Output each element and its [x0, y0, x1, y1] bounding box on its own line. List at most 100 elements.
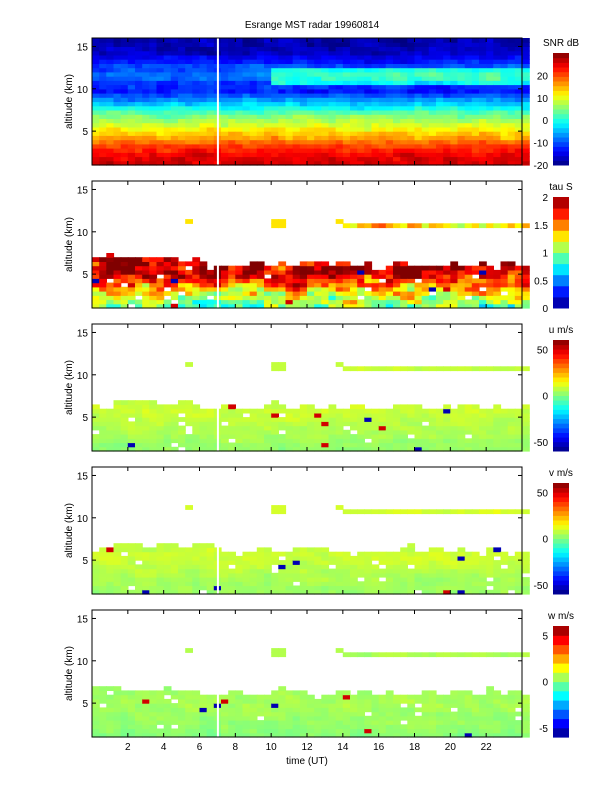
heatmap-cell: [393, 585, 401, 591]
colorbar-tick-label: -10: [534, 139, 549, 150]
heatmap-cell: [493, 148, 502, 153]
heatmap-cell: [256, 71, 265, 77]
heatmap-cell: [443, 728, 451, 734]
heatmap-cell: [400, 118, 408, 124]
heatmap-cell: [321, 572, 330, 578]
colorbar-segment: [553, 241, 569, 253]
heatmap-cell: [228, 152, 236, 158]
heatmap-cell: [507, 139, 516, 145]
heatmap-cell: [342, 71, 351, 77]
heatmap-cell: [142, 446, 150, 452]
heatmap-cell: [500, 59, 509, 64]
heatmap-cell: [500, 577, 509, 582]
heatmap-cell: [199, 42, 208, 47]
heatmap-cell: [142, 417, 150, 422]
heatmap-cell: [221, 105, 229, 111]
heatmap-cell: [299, 295, 308, 301]
colorbar-segment: [553, 358, 569, 364]
heatmap-cell: [414, 160, 423, 166]
heatmap-cell: [199, 131, 208, 136]
heatmap-cell: [421, 295, 430, 301]
heatmap-cell: [228, 46, 236, 52]
heatmap-cell: [149, 303, 158, 309]
heatmap-cell: [314, 269, 322, 275]
heatmap-cell: [142, 581, 150, 587]
heatmap-cell: [221, 274, 229, 279]
heatmap-cell: [178, 703, 186, 708]
heatmap-cell: [135, 59, 143, 64]
heatmap-cell: [135, 122, 143, 128]
heatmap-cell: [500, 110, 509, 115]
heatmap-cell: [120, 261, 129, 267]
heatmap-cell: [142, 429, 150, 435]
heatmap-cell: [493, 564, 502, 570]
heatmap-cell: [170, 589, 179, 595]
heatmap-cell: [407, 417, 416, 422]
heatmap-cell: [493, 560, 502, 565]
heatmap-cell: [278, 101, 287, 107]
heatmap-cell: [385, 139, 394, 145]
heatmap-cell: [264, 63, 272, 69]
heatmap-cell: [256, 135, 265, 141]
heatmap-cell: [113, 160, 122, 166]
heatmap-cell: [278, 728, 287, 734]
heatmap-cell: [149, 71, 158, 77]
heatmap-cell: [142, 80, 150, 86]
heatmap-cell: [378, 38, 387, 43]
heatmap-cell: [407, 84, 416, 90]
heatmap-cell: [457, 509, 466, 515]
heatmap-cell: [335, 97, 344, 103]
colorbar-tick-label: -20: [534, 161, 549, 172]
heatmap-cell: [242, 118, 251, 124]
heatmap-cell: [450, 63, 459, 69]
heatmap-cell: [450, 698, 459, 704]
heatmap-cell: [170, 572, 179, 578]
heatmap-cell: [400, 50, 408, 56]
heatmap-cell: [307, 698, 315, 704]
heatmap-cell: [256, 63, 265, 69]
heatmap-cell: [221, 156, 229, 162]
heatmap-cell: [500, 223, 509, 229]
heatmap-cell: [92, 135, 100, 141]
heatmap-cell: [142, 707, 150, 713]
heatmap-cell: [99, 50, 107, 56]
heatmap-cell: [264, 54, 272, 60]
heatmap-cell: [178, 568, 186, 574]
heatmap-cell: [522, 703, 530, 708]
heatmap-cell: [522, 442, 530, 448]
heatmap-cell: [457, 711, 466, 717]
heatmap-cell: [170, 63, 179, 69]
heatmap-cell: [199, 711, 208, 717]
heatmap-cell: [92, 707, 100, 713]
heatmap-cell: [106, 160, 115, 166]
heatmap-cell: [514, 412, 523, 418]
y-tick-label: 10: [77, 85, 89, 96]
heatmap-cell: [371, 156, 380, 162]
heatmap-cell: [192, 38, 201, 43]
heatmap-cell: [149, 295, 158, 301]
heatmap-cell: [178, 67, 186, 73]
heatmap-cell: [364, 703, 373, 708]
colorbar-segment: [553, 367, 569, 373]
heatmap-cell: [436, 265, 444, 271]
heatmap-cell: [428, 118, 437, 124]
heatmap-cell: [221, 711, 229, 717]
heatmap-cell: [149, 80, 158, 86]
heatmap-cell: [135, 139, 143, 145]
heatmap-cell: [385, 694, 394, 700]
heatmap-cell: [271, 38, 279, 43]
heatmap-cell: [457, 551, 466, 557]
heatmap-cell: [364, 581, 373, 587]
heatmap-cell: [335, 282, 344, 288]
heatmap-cell: [149, 446, 158, 452]
heatmap-cell: [256, 114, 265, 119]
heatmap-cell: [457, 547, 466, 553]
heatmap-cell: [199, 434, 208, 439]
heatmap-cell: [92, 274, 100, 279]
heatmap-cell: [507, 412, 516, 418]
heatmap-cell: [371, 148, 380, 153]
heatmap-cell: [228, 101, 236, 107]
x-tick-label: 22: [481, 742, 493, 753]
heatmap-cell: [192, 442, 201, 448]
colorbar-segment: [553, 561, 569, 567]
